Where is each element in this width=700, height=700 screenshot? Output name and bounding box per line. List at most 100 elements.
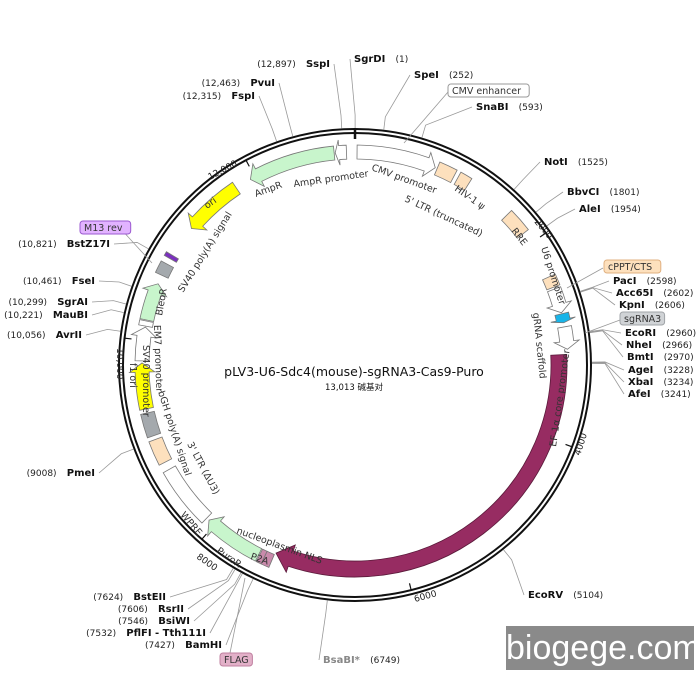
enzyme-label-rsrii[interactable]: (7606) RsrII — [118, 597, 184, 616]
watermark: biogege.com — [506, 626, 700, 670]
leader-line-ecorv — [503, 549, 525, 596]
tick-mark — [565, 443, 573, 448]
feature-puror[interactable] — [207, 516, 263, 562]
leader-line-maubi — [91, 309, 124, 316]
enzyme-label-alei[interactable]: AleI (1954) — [579, 197, 641, 216]
enzyme-name: PvuI — [250, 78, 275, 89]
enzyme-label-agei[interactable]: AgeI (3228) — [628, 358, 694, 377]
tick-12000: 12,000 — [207, 159, 240, 183]
feature-sv40-promoter[interactable] — [130, 326, 158, 362]
feature-cas9[interactable] — [275, 354, 568, 578]
feature-5-ltr-truncated[interactable] — [433, 161, 458, 184]
feature-bleor[interactable] — [139, 283, 168, 323]
enzyme-label-paci[interactable]: PacI (2598) — [613, 269, 677, 288]
enzyme-label-sspi[interactable]: (12,897) SspI — [257, 52, 330, 71]
enzyme-label-maubi[interactable]: (10,221) MauBI — [4, 303, 88, 322]
enzyme-name: SgrDI — [354, 54, 385, 65]
leader-line-spei — [383, 74, 411, 130]
enzyme-label-bsiwi[interactable]: (7546) BsiWI — [118, 609, 190, 628]
boxed-label-bg-cmv-enhancer — [447, 83, 530, 98]
enzyme-label-bstz17i[interactable]: (10,821) BstZ17I — [18, 232, 110, 251]
enzyme-position: (7624) — [93, 593, 123, 603]
enzyme-label-xbai[interactable]: XbaI (3234) — [628, 370, 693, 389]
plasmid-length: 13,013 碱基对 — [325, 382, 383, 393]
enzyme-label-bamhi[interactable]: (7427) BamHI — [145, 633, 222, 652]
enzyme-name: SgrAI — [57, 297, 88, 308]
enzyme-label-ecori[interactable]: EcoRI (2960) — [625, 321, 696, 340]
feature-f1-ori[interactable] — [128, 362, 156, 411]
enzyme-position: (12,897) — [257, 60, 296, 70]
enzyme-label-acc65i[interactable]: Acc65I (2602) — [616, 281, 693, 300]
enzyme-label-afei[interactable]: AfeI (3241) — [628, 382, 691, 401]
feature-cppt-cts[interactable] — [542, 273, 561, 291]
feature-3-ltr-u3[interactable] — [148, 436, 173, 466]
enzyme-label-sgrai[interactable]: (10,299) SgrAI — [9, 290, 88, 309]
enzyme-position: (10,221) — [4, 311, 43, 321]
enzyme-name: XbaI — [628, 377, 653, 388]
enzyme-name: BamHI — [185, 640, 222, 651]
enzyme-label-spei[interactable]: SpeI (252) — [414, 63, 473, 82]
enzyme-label-snabi[interactable]: SnaBI (593) — [476, 95, 543, 114]
boxed-label-line-cppt-cts — [566, 267, 604, 289]
enzyme-label-nhei[interactable]: NheI (2966) — [626, 333, 692, 352]
enzyme-name: AgeI — [628, 365, 653, 376]
enzyme-label-bmti[interactable]: BmtI (2970) — [627, 345, 694, 364]
leader-line-xbai — [591, 362, 625, 383]
leader-line-noti — [513, 161, 541, 190]
enzyme-label-ecorv[interactable]: EcoRV (5104) — [528, 583, 603, 602]
feature-ori[interactable] — [187, 181, 241, 231]
feature-label-bleor: BleoR — [154, 287, 170, 316]
feature-cmv-promoter[interactable] — [356, 144, 436, 178]
feature-sv40-poly-a-signal[interactable] — [154, 260, 175, 279]
feature-p2a[interactable] — [255, 548, 268, 565]
enzyme-name: BsiWI — [158, 616, 190, 627]
enzyme-name: SspI — [306, 59, 330, 70]
tick-6000: 6000 — [413, 589, 438, 605]
enzyme-label-kpni[interactable]: KpnI (2606) — [619, 293, 685, 312]
feature-wpre[interactable] — [162, 465, 213, 524]
enzyme-label-noti[interactable]: NotI (1525) — [544, 150, 608, 169]
boxed-label-sgrna3[interactable]: sgRNA3 — [624, 314, 661, 325]
leader-line-bbvci — [535, 191, 564, 213]
feature-em7-promoter[interactable] — [138, 319, 154, 328]
leader-line-pvui — [278, 82, 294, 137]
enzyme-name: AfeI — [628, 389, 651, 400]
boxed-label-flag[interactable]: FLAG — [224, 655, 249, 666]
feature-rre[interactable] — [501, 209, 529, 239]
boxed-label-line-cmv-enhancer — [403, 91, 449, 144]
feature-grna-scaffold[interactable] — [550, 311, 576, 324]
enzyme-label-pflfi-tth111i[interactable]: (7532) PflFI - Tth111I — [86, 621, 206, 640]
enzyme-label-fspi[interactable]: (12,315) FspI — [183, 84, 255, 103]
feature-hiv-1[interactable] — [453, 171, 473, 192]
feature-ef-1-core-promoter[interactable] — [552, 325, 581, 350]
feature-ampr[interactable] — [249, 145, 336, 188]
features — [128, 139, 581, 578]
enzyme-label-sgrdi[interactable]: SgrDI (1) — [354, 47, 408, 66]
feature-m13-rev[interactable] — [163, 251, 179, 263]
enzyme-label-fsei[interactable]: (10,461) FseI — [23, 269, 95, 288]
feature-ampr-promoter[interactable] — [334, 139, 348, 166]
enzyme-position: (2606) — [655, 301, 685, 311]
enzyme-name: PmeI — [67, 468, 95, 479]
enzyme-position: (3234) — [664, 378, 694, 388]
feature-u6-promoter[interactable] — [545, 286, 573, 314]
boxed-label-m13-rev[interactable]: M13 rev — [84, 223, 123, 234]
boxed-label-cmv-enhancer[interactable]: CMV enhancer — [452, 86, 521, 97]
enzyme-label-bsteii[interactable]: (7624) BstEII — [93, 585, 166, 604]
feature-label-cas9: Cas9 — [464, 547, 490, 569]
enzyme-label-avrii[interactable]: (10,056) AvrII — [7, 323, 82, 342]
enzyme-name: NotI — [544, 157, 568, 168]
enzyme-label-pmei[interactable]: (9008) PmeI — [27, 461, 95, 480]
enzyme-label-bsabi[interactable]: BsaBI* (6749) — [323, 648, 400, 667]
boxed-label-cppt-cts[interactable]: cPPT/CTS — [608, 262, 652, 273]
enzyme-name: FspI — [231, 91, 255, 102]
tick-mark — [539, 232, 547, 238]
leader-line-pflfi-tth111i — [209, 573, 243, 634]
enzyme-label-bbvci[interactable]: BbvCI (1801) — [567, 180, 639, 199]
enzyme-position: (2966) — [662, 341, 692, 351]
enzyme-position: (1954) — [611, 205, 641, 215]
enzyme-position: (2602) — [663, 289, 693, 299]
leader-line-fsei — [98, 280, 132, 287]
enzyme-label-pvui[interactable]: (12,463) PvuI — [202, 71, 275, 90]
feature-bgh-poly-a-signal[interactable] — [140, 410, 162, 439]
